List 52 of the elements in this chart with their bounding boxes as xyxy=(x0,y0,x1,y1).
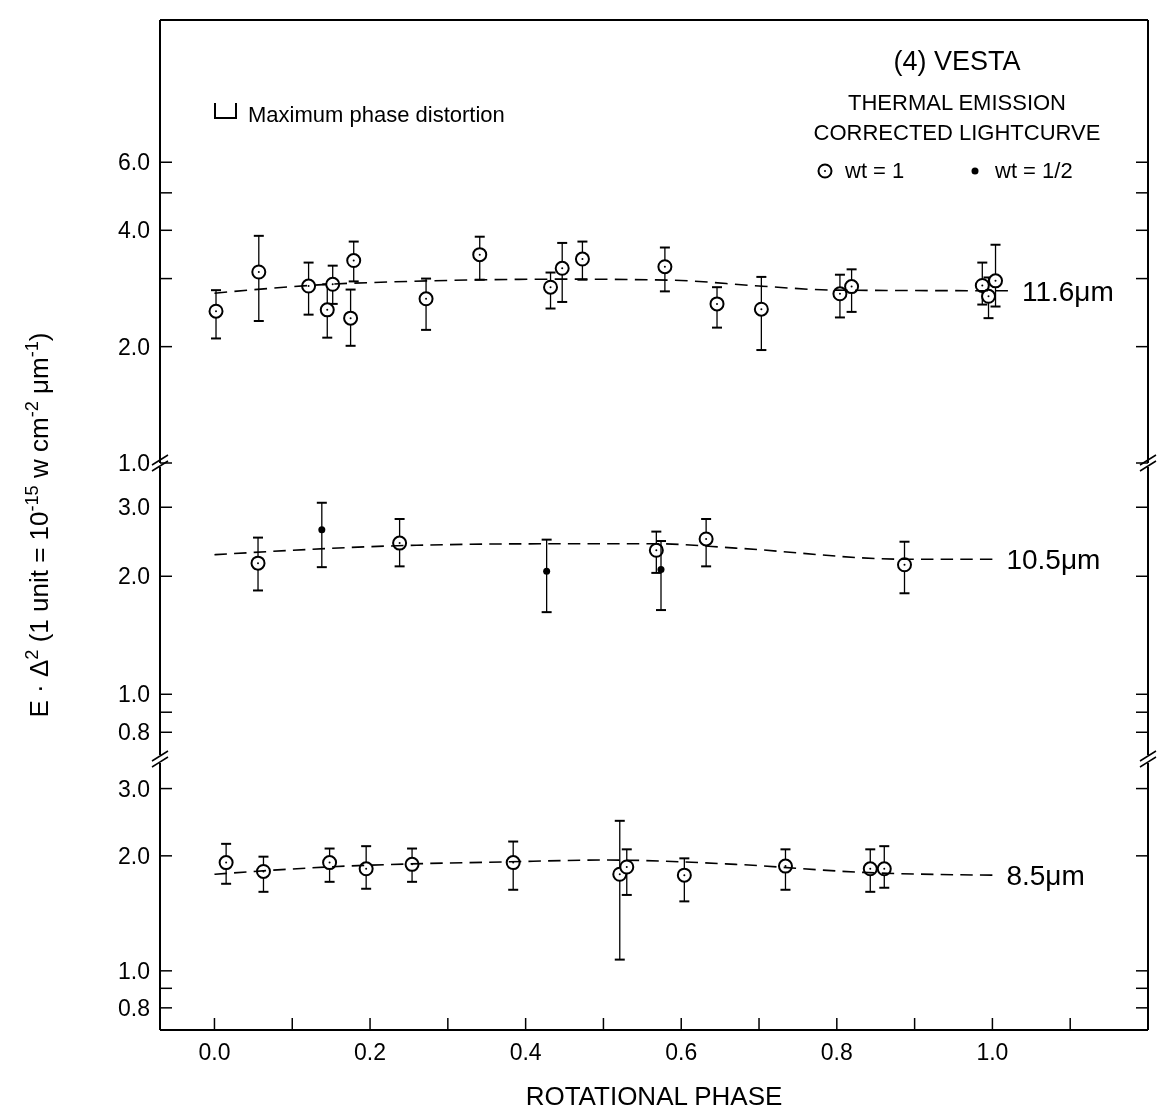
point xyxy=(543,279,559,295)
x-axis-title: ROTATIONAL PHASE xyxy=(525,1081,783,1111)
point xyxy=(988,273,1004,289)
y-tick-label: 1.0 xyxy=(118,681,150,708)
point xyxy=(698,531,714,547)
point xyxy=(574,251,590,267)
legend-label: wt = 1/2 xyxy=(994,158,1073,183)
series-label: 11.6μm xyxy=(1021,275,1114,307)
point xyxy=(318,526,326,534)
y-tick-label: 0.8 xyxy=(118,994,150,1021)
y-tick-label: 4.0 xyxy=(118,217,150,244)
legend-label: wt = 1 xyxy=(844,158,905,183)
x-tick-label: 0.8 xyxy=(820,1039,853,1065)
x-tick-label: 0.0 xyxy=(198,1039,231,1065)
y-tick-label: 3.0 xyxy=(118,494,150,521)
point xyxy=(753,301,769,317)
text: (4) VESTA xyxy=(893,46,1021,76)
series-label: 10.5μm xyxy=(1006,544,1101,576)
series-label: 8.5μm xyxy=(1006,860,1085,892)
y-tick-label: 1.0 xyxy=(118,450,150,476)
point xyxy=(343,310,359,326)
annotation: Maximum phase distortion xyxy=(248,102,505,127)
point xyxy=(543,567,551,575)
x-tick-label: 0.2 xyxy=(354,1039,387,1065)
y-tick-label: 1.0 xyxy=(118,957,150,984)
point xyxy=(657,566,665,574)
point xyxy=(208,303,224,319)
y-tick-label: 2.0 xyxy=(118,563,150,590)
point xyxy=(981,288,997,304)
point xyxy=(319,302,335,318)
x-tick-label: 0.4 xyxy=(509,1039,542,1065)
y-tick-label: 3.0 xyxy=(118,775,150,802)
y-tick-label: 2.0 xyxy=(118,333,150,360)
point xyxy=(251,264,267,280)
point xyxy=(554,260,570,276)
point xyxy=(250,555,266,571)
y-tick-label: 0.8 xyxy=(118,719,150,746)
point xyxy=(472,247,488,263)
annotation: THERMAL EMISSION xyxy=(848,90,1066,115)
x-tick-label: 0.6 xyxy=(665,1039,698,1065)
y-tick-label: 6.0 xyxy=(118,149,150,176)
annotation: CORRECTED LIGHTCURVE xyxy=(813,120,1101,145)
y-tick-label: 2.0 xyxy=(118,842,150,869)
point xyxy=(418,291,434,307)
point xyxy=(657,259,673,275)
x-tick-label: 1.0 xyxy=(976,1039,1009,1065)
point xyxy=(844,279,860,295)
point xyxy=(709,296,725,312)
point xyxy=(346,253,362,269)
point xyxy=(301,278,317,294)
point xyxy=(897,557,912,573)
point xyxy=(325,276,341,292)
